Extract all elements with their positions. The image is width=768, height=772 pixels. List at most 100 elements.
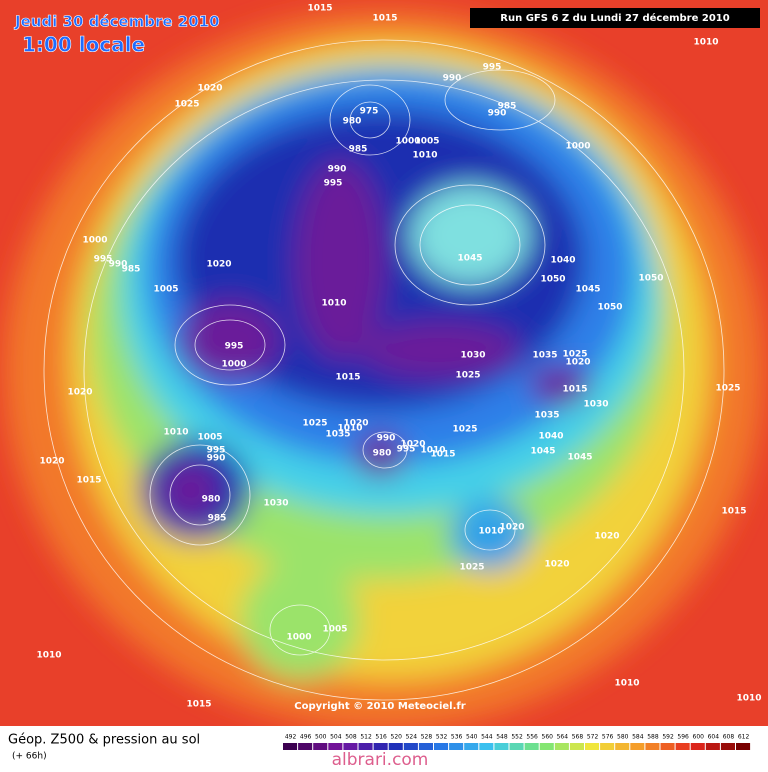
scale-label: 556 xyxy=(526,734,538,741)
isobar-label: 1010 xyxy=(478,527,503,537)
isobar-label: 975 xyxy=(360,107,379,117)
isobar-label: 1025 xyxy=(455,371,480,381)
isobar-label: 1020 xyxy=(544,560,569,570)
isobar-label: 1045 xyxy=(575,285,600,295)
scale-swatch xyxy=(509,743,524,750)
copyright: Copyright © 2010 Meteociel.fr xyxy=(294,701,465,712)
isobar-label: 1025 xyxy=(459,563,484,573)
map-background xyxy=(0,0,768,726)
isobar-label: 1010 xyxy=(337,424,362,434)
isobar-label: 1020 xyxy=(594,532,619,542)
isobar-label: 1020 xyxy=(343,419,368,429)
scale-swatch xyxy=(660,743,675,750)
isobar-label: 1000 xyxy=(286,633,311,643)
scale-swatch xyxy=(464,743,479,750)
isobar-label: 1045 xyxy=(567,453,592,463)
scale-swatch xyxy=(585,743,600,750)
isobar-label: 1005 xyxy=(414,137,439,147)
scale-label: 552 xyxy=(511,734,523,741)
watermark: albrari.com xyxy=(332,750,429,768)
isobar-label: 990 xyxy=(377,434,396,444)
isobar-label: 990 xyxy=(488,109,507,119)
isobar-label: 1025 xyxy=(174,100,199,110)
scale-swatch xyxy=(494,743,509,750)
scale-swatch xyxy=(554,743,569,750)
isobar-label: 1040 xyxy=(538,432,563,442)
scale-swatch xyxy=(720,743,735,750)
scale-label: 524 xyxy=(406,734,418,741)
isobar-label: 995 xyxy=(324,179,343,189)
isobar-label: 1035 xyxy=(325,430,350,440)
scale-label: 596 xyxy=(677,734,689,741)
isobar-label: 1000 xyxy=(395,137,420,147)
isobar-label: 1010 xyxy=(412,151,437,161)
isobar-label: 1015 xyxy=(186,700,211,710)
scale-swatch xyxy=(675,743,690,750)
scale-label: 576 xyxy=(602,734,614,741)
scale-swatch xyxy=(373,743,388,750)
isobar-label: 1010 xyxy=(693,38,718,48)
isobar-label: 995 xyxy=(483,63,502,73)
isobar-label: 1035 xyxy=(534,411,559,421)
scale-label: 580 xyxy=(617,734,629,741)
scale-label: 560 xyxy=(542,734,554,741)
isobar-label: 1010 xyxy=(736,694,761,704)
scale-swatch xyxy=(434,743,449,750)
scale-label: 516 xyxy=(375,734,387,741)
isobar-label: 1030 xyxy=(460,351,485,361)
isobar-label: 1015 xyxy=(562,385,587,395)
isobar-label: 1000 xyxy=(565,142,590,152)
scale-label: 532 xyxy=(436,734,448,741)
isobar-label: 1025 xyxy=(302,419,327,429)
isobar-label: 1010 xyxy=(420,446,445,456)
isobar-label: 1050 xyxy=(597,303,622,313)
isobar-label: 1015 xyxy=(307,4,332,14)
scale-swatch xyxy=(630,743,645,750)
isobar-label: 1020 xyxy=(565,358,590,368)
scale-label: 540 xyxy=(466,734,478,741)
isobar-label: 1040 xyxy=(550,256,575,266)
scale-swatch xyxy=(539,743,554,750)
isobar-label: 1005 xyxy=(153,285,178,295)
scale-label: 536 xyxy=(451,734,463,741)
scale-label: 520 xyxy=(391,734,403,741)
isobar-label: 1020 xyxy=(206,260,231,270)
scale-swatch xyxy=(615,743,630,750)
scale-label: 496 xyxy=(300,734,312,741)
scale-swatch xyxy=(418,743,433,750)
scale-swatch xyxy=(600,743,615,750)
scale-label: 544 xyxy=(481,734,493,741)
isobar-label: 1015 xyxy=(430,450,455,460)
isobar-label: 990 xyxy=(207,454,226,464)
scale-swatch xyxy=(449,743,464,750)
scale-swatch xyxy=(358,743,373,750)
isobar-label: 1005 xyxy=(197,433,222,443)
scale-swatch xyxy=(388,743,403,750)
scale-label: 584 xyxy=(632,734,644,741)
run-box xyxy=(470,8,760,28)
isobar-label: 985 xyxy=(122,265,141,275)
isobar-label: 995 xyxy=(94,255,113,265)
scale-label: 568 xyxy=(572,734,584,741)
isobar-label: 985 xyxy=(349,145,368,155)
isobar-label: 1015 xyxy=(335,373,360,383)
scale-swatch xyxy=(298,743,313,750)
isobar-label: 1015 xyxy=(372,14,397,24)
scale-label: 548 xyxy=(496,734,508,741)
scale-label: 504 xyxy=(330,734,342,741)
isobar-label: 1025 xyxy=(452,425,477,435)
isobar-label: 1000 xyxy=(82,236,107,246)
isobar-label: 995 xyxy=(397,445,416,455)
scale-swatch xyxy=(403,743,418,750)
isobar-label: 985 xyxy=(208,514,227,524)
isobar-label: 995 xyxy=(207,446,226,456)
isobar-label: 990 xyxy=(328,165,347,175)
isobar-label: 1020 xyxy=(499,523,524,533)
isobar-label: 1005 xyxy=(322,625,347,635)
scale-swatch xyxy=(328,743,343,750)
scale-label: 564 xyxy=(557,734,569,741)
scale-label: 604 xyxy=(708,734,720,741)
isobar-label: 990 xyxy=(109,260,128,270)
isobar-label: 1030 xyxy=(583,400,608,410)
